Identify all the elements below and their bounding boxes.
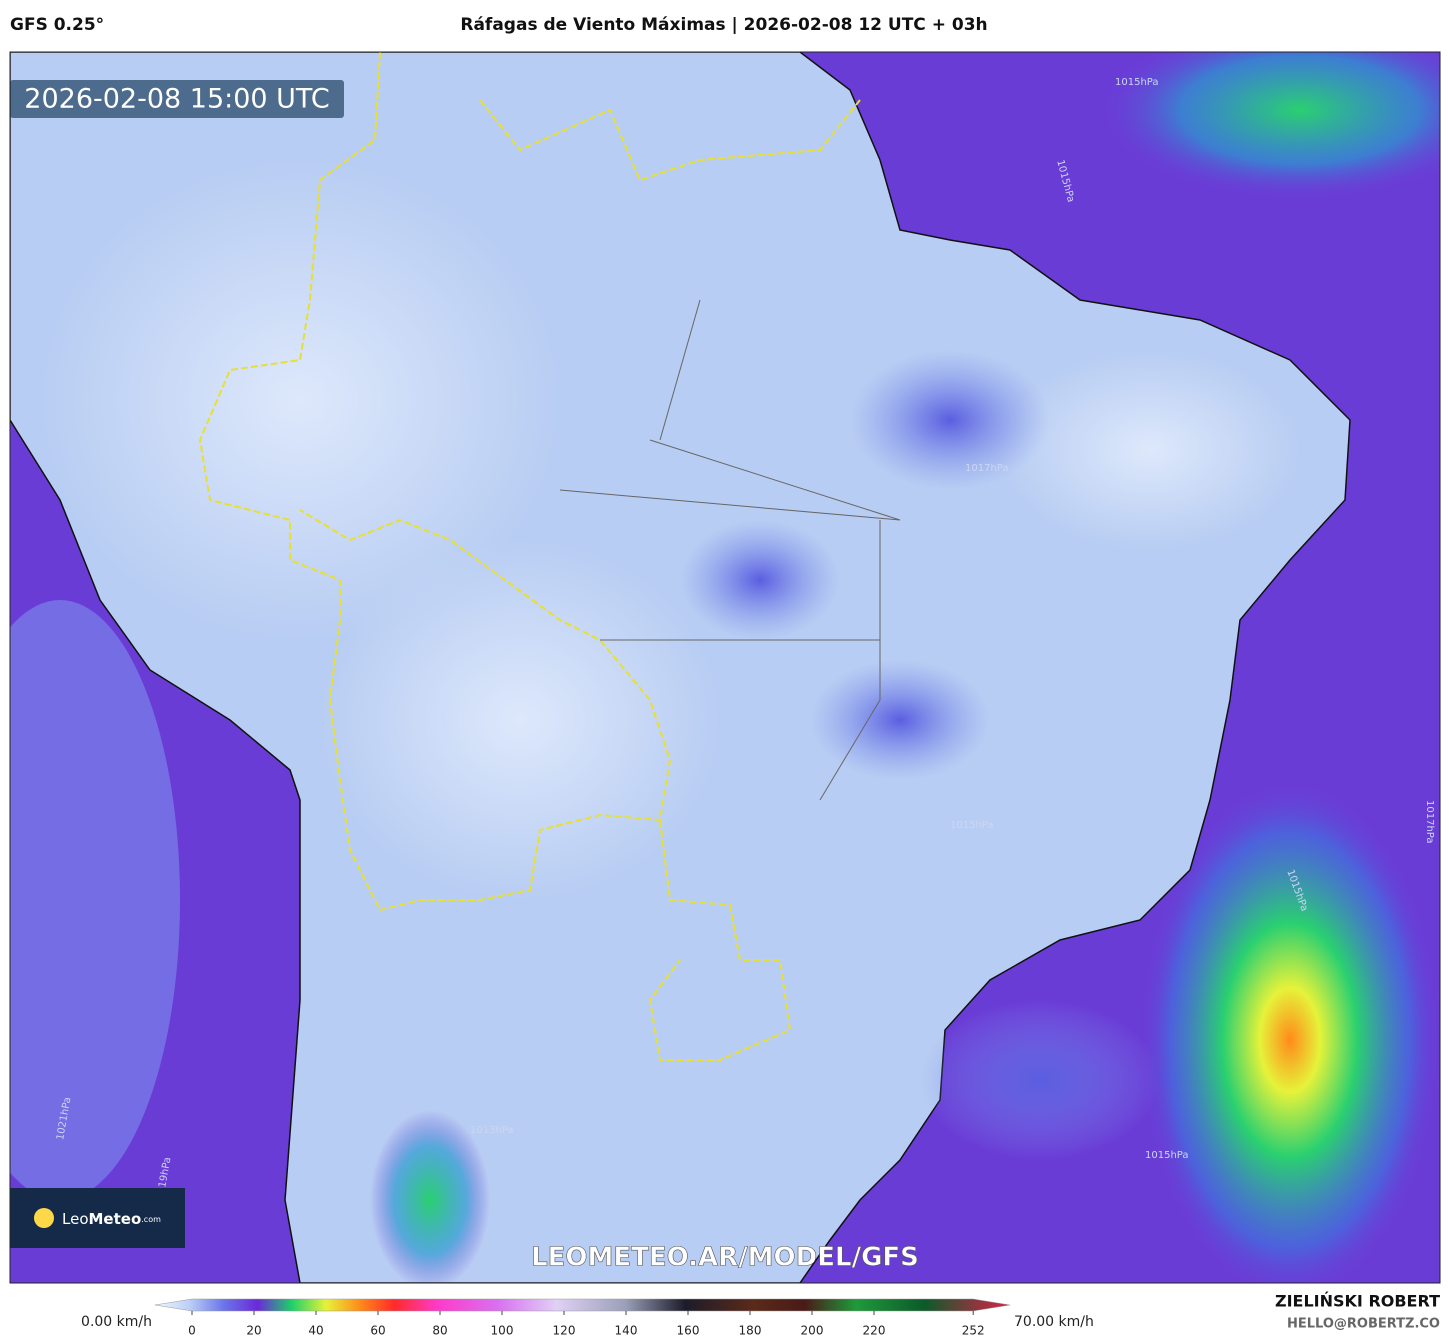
isobar-label: 1017hPa [965,463,1009,474]
colorbar-ticks: 0 20 40 60 80 100 120 140 160 180 200 220 252 [188,1311,985,1338]
colorbar-max: 70.00 km/h [1014,1314,1094,1330]
isobar-label: 1017hPa [1424,800,1435,844]
colorbar-tick-label: 20 [246,1324,261,1338]
colorbar-tick-label: 252 [962,1324,985,1338]
credit-email: HELLO@ROBERTZ.CO [1287,1317,1440,1332]
wind-field [320,540,720,900]
url: LEOMETEO.AR/MODEL/GFS [531,1243,919,1273]
colorbar-tick-label: 220 [863,1324,886,1338]
wind-field [810,660,990,780]
logo-meteo: Meteo [89,1210,142,1228]
colorbar-tick-label: 80 [432,1324,447,1338]
wind-field [1100,52,1440,200]
colorbar-tick-label: 100 [491,1324,514,1338]
colorbar-tick-label: 180 [739,1324,762,1338]
model-label: GFS 0.25° [10,15,104,35]
wind-field [850,350,1050,490]
wind-field [920,1000,1160,1160]
colorbar-tick-label: 160 [677,1324,700,1338]
wind-field [1000,350,1300,550]
isobar-label: 1015hPa [1115,77,1159,88]
colorbar-tick-label: 40 [308,1324,323,1338]
time-box [10,80,344,118]
border [648,819,792,1061]
logo-com: .com [141,1215,161,1224]
logo-text: LeoMeteo.com [62,1210,161,1228]
wind-field [680,520,840,640]
isobar-label: 1015hPa [1145,1150,1189,1161]
logo-leo: Leo [62,1210,89,1228]
wind-field [40,160,560,640]
logo-sun [34,1208,54,1228]
colorbar-tick-label: 140 [615,1324,638,1338]
colorbar-tick-label: 120 [553,1324,576,1338]
colorbar-min: 0.00 km/h [81,1314,152,1330]
map-frame [9,51,1441,1284]
border [559,299,901,801]
border [198,52,861,912]
colorbar-tick-label: 200 [801,1324,824,1338]
wind-field [370,1110,490,1283]
colorbar-tick-label: 60 [370,1324,385,1338]
isobar-label: 1015hPa [950,820,994,831]
colorbar-tick-label: 0 [188,1324,196,1338]
map-title: Ráfagas de Viento Máximas | 2026-02-08 1… [460,15,987,35]
valid-time: 2026-02-08 15:00 UTC [24,84,329,115]
isobar-label: 1013hPa [470,1125,514,1136]
wind-field [1140,780,1440,1283]
wind-field [10,600,180,1200]
colorbar [154,1298,1011,1312]
credit-name: ZIELIŃSKI ROBERT [1275,1292,1440,1311]
map: 1015hPa1015hPa1017hPa1015hPa1017hPa1015h… [10,52,1440,1283]
